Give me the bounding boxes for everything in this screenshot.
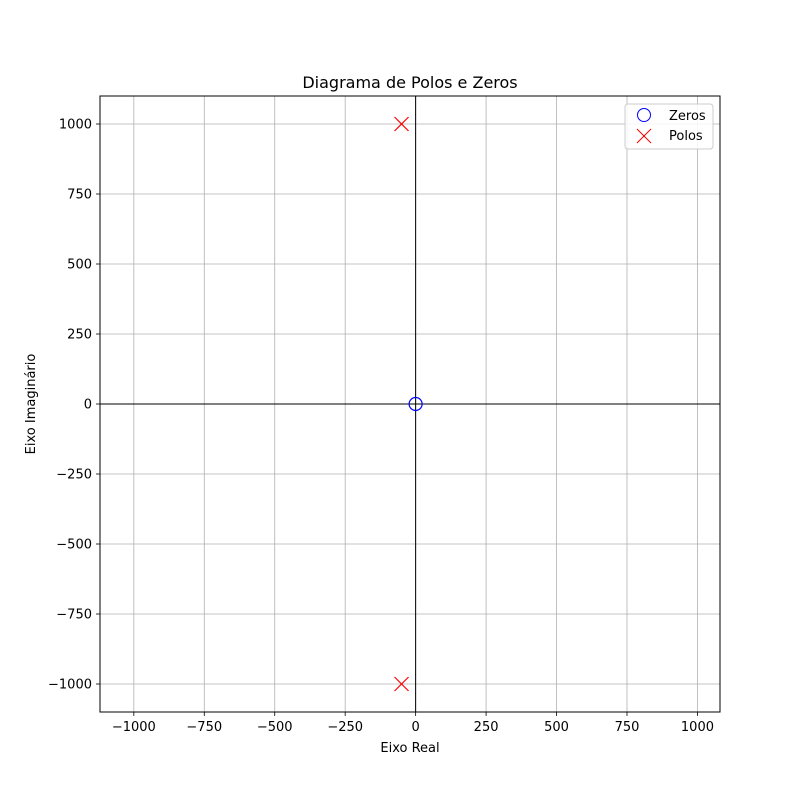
x-tick-label: 500 [544,720,569,735]
y-tick-label: −250 [56,468,92,483]
legend-zeros-marker [637,108,651,122]
y-axis-label: Eixo Imaginário [24,354,39,455]
y-tick-label: 1000 [59,118,92,133]
polos-point [394,676,409,692]
x-tick-label: −250 [327,720,363,735]
polos-point-stroke [394,116,409,132]
x-axis-label: Eixo Real [380,741,439,756]
x-tick-label: −750 [186,720,222,735]
x-tick-label: −1000 [112,720,156,735]
legend-polos-marker [636,128,652,144]
x-tick-label: 750 [615,720,640,735]
reference-lines [100,96,720,712]
y-tick-label: 0 [84,398,92,413]
y-tick-label: 250 [67,328,92,343]
legend: Zeros Polos [624,103,714,150]
legend-box [624,103,714,150]
x-tick-label: 250 [474,720,499,735]
zeros-point [408,396,423,412]
data-marks [394,116,423,692]
x-tick-label: 1000 [681,720,714,735]
legend-polos-label: Polos [669,129,703,144]
legend-zeros-label: Zeros [669,109,706,124]
y-tick-label: −500 [56,538,92,553]
chart-title: Diagrama de Polos e Zeros [302,73,517,92]
x-tick-label: 0 [411,720,419,735]
axis-ticks: −1000 −750 −500 −250 0 250 500 750 1000 1000 750 50… [48,118,714,736]
y-tick-label: 500 [67,258,92,273]
x-tick-label: −500 [257,720,293,735]
plot-frame [99,95,721,713]
polos-point [394,116,409,132]
y-tick-label: −750 [56,608,92,623]
polos-point-stroke [394,676,409,692]
y-tick-label: −1000 [48,678,92,693]
y-tick-label: 750 [67,188,92,203]
